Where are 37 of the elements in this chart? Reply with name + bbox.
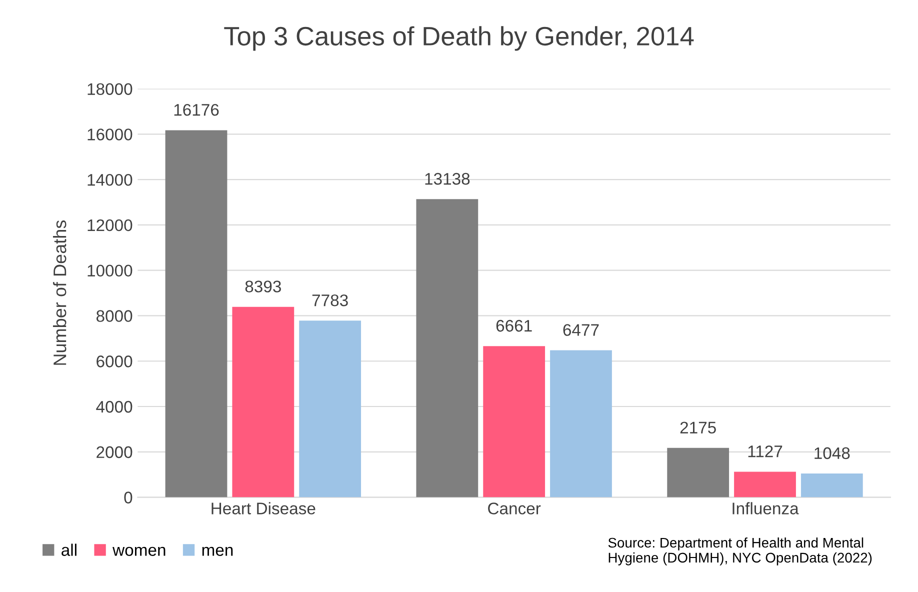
data-label: 7783	[312, 294, 348, 306]
source-note: Source: Department of Health and Mental Hygiene (DOHMH), NYC OpenData (2022)	[608, 537, 872, 566]
data-label: 6661	[496, 320, 532, 332]
bar	[550, 350, 612, 498]
y-tick-label: 0	[124, 492, 132, 504]
legend-label: all	[62, 544, 76, 556]
bar	[734, 472, 796, 498]
data-label: 16176	[174, 104, 219, 116]
data-label: 2175	[680, 422, 716, 434]
legend-label: women	[112, 546, 166, 556]
y-tick-label: 10000	[88, 264, 132, 277]
bar	[299, 320, 362, 498]
bar	[667, 448, 730, 498]
bar	[232, 306, 294, 498]
legend-label: men	[202, 546, 233, 556]
data-label: 8393	[245, 280, 281, 292]
y-tick-label: 8000	[96, 310, 132, 322]
y-tick-label: 12000	[88, 219, 132, 232]
bar	[483, 346, 546, 498]
data-label: 6477	[563, 324, 599, 336]
y-tick-label: 18000	[88, 83, 132, 96]
bar	[416, 199, 478, 498]
x-tick-label: Heart Disease	[212, 502, 316, 514]
y-tick-label: 6000	[96, 356, 132, 368]
bar	[800, 473, 863, 498]
chart-title: Top 3 Causes of Death by Gender, 2014	[224, 26, 694, 51]
y-axis-title: Number of Deaths	[53, 220, 66, 365]
y-tick-label: 16000	[88, 128, 132, 140]
x-tick-label: Cancer	[488, 502, 541, 514]
y-tick-label: 2000	[96, 446, 132, 458]
y-tick-label: 4000	[96, 400, 132, 413]
bar	[165, 130, 228, 498]
data-label: 1048	[814, 447, 850, 460]
data-label: 13138	[425, 172, 470, 185]
data-label: 1127	[748, 445, 782, 458]
y-tick-label: 14000	[88, 174, 132, 186]
x-tick-label: Influenza	[732, 502, 799, 514]
